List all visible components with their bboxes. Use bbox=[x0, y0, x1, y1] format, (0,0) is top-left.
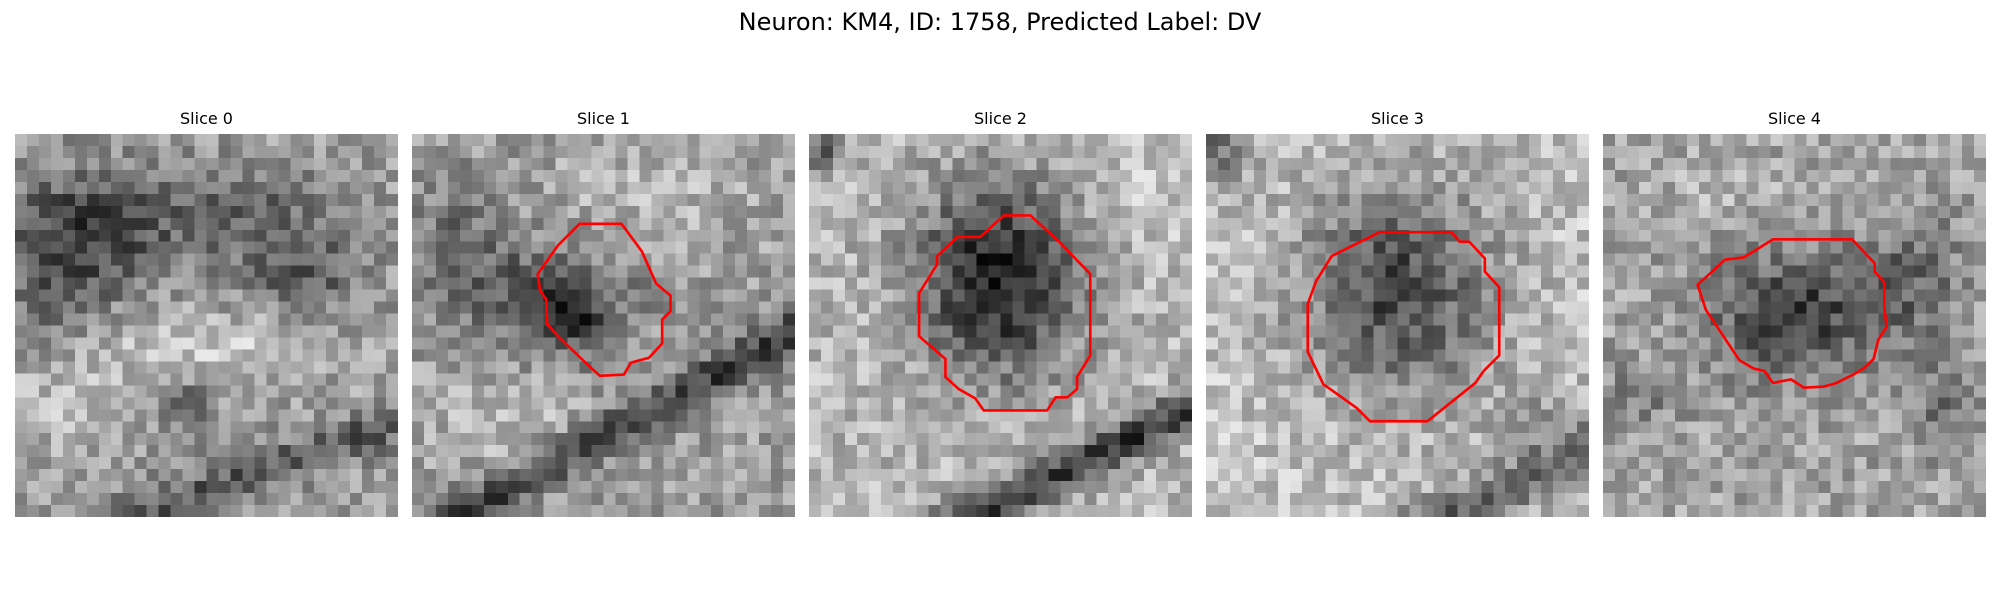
figure-title: Neuron: KM4, ID: 1758, Predicted Label: … bbox=[738, 8, 1262, 36]
slice-3-contour bbox=[1306, 230, 1501, 423]
slice-0-image bbox=[15, 134, 398, 517]
slice-4-image bbox=[1603, 134, 1986, 517]
slice-1-contour bbox=[536, 222, 672, 378]
slice-4-contour bbox=[1696, 238, 1888, 390]
panel-title-slice-2: Slice 2 bbox=[974, 109, 1027, 128]
slice-0-canvas bbox=[15, 134, 398, 517]
panel-title-slice-1: Slice 1 bbox=[577, 109, 630, 128]
slice-3-image bbox=[1206, 134, 1589, 517]
panel-title-slice-4: Slice 4 bbox=[1768, 109, 1821, 128]
slice-1-image bbox=[412, 134, 795, 517]
panel-title-slice-3: Slice 3 bbox=[1371, 109, 1424, 128]
slice-3-canvas bbox=[1206, 134, 1589, 517]
slice-2-contour bbox=[917, 214, 1092, 412]
slice-2-canvas bbox=[809, 134, 1192, 517]
slice-4-canvas bbox=[1603, 134, 1986, 517]
panel-title-slice-0: Slice 0 bbox=[180, 109, 233, 128]
slice-1-canvas bbox=[412, 134, 795, 517]
slice-2-image bbox=[809, 134, 1192, 517]
